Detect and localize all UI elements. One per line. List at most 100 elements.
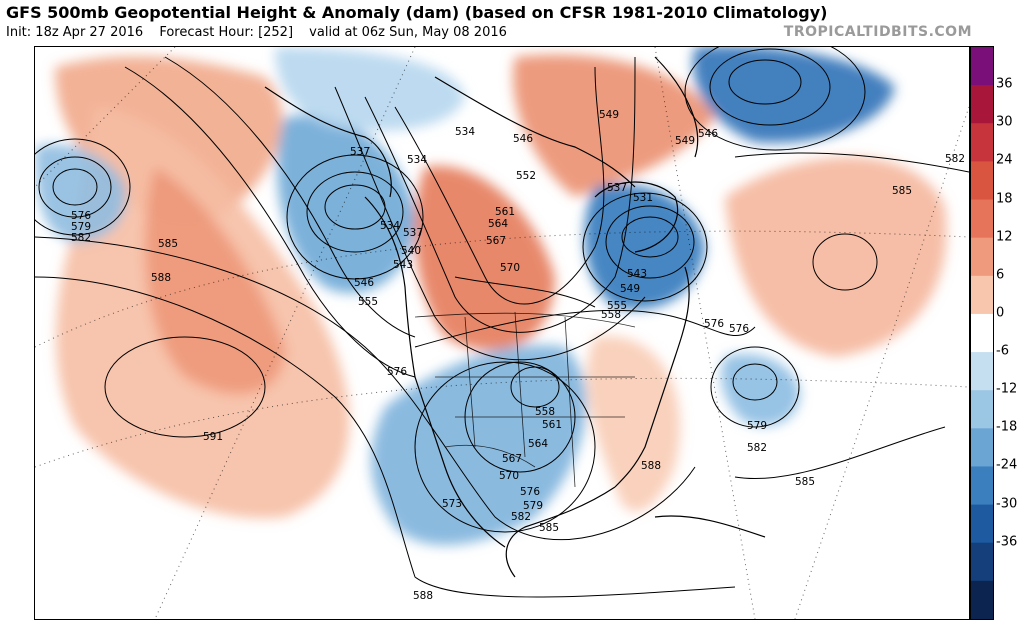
contour-label: 579 [71, 221, 91, 233]
contour-label: 576 [71, 210, 91, 222]
closed-low-dateline-2 [52, 168, 98, 206]
contour-label: 564 [488, 218, 508, 230]
colorbar-tick-label: 36 [996, 76, 1013, 92]
contour-label: 534 [380, 220, 400, 232]
contour-582-atlantic [734, 152, 969, 173]
colorbar-tick-label: 0 [996, 305, 1005, 321]
colorbar-tick-label: -12 [996, 381, 1018, 397]
parallel-line-2 [35, 377, 969, 468]
colorbar-tick-label: -18 [996, 419, 1018, 435]
contour-label: 549 [620, 283, 640, 295]
closed-low-dateline [38, 156, 112, 218]
closed-high-atlantic [812, 233, 878, 291]
colorbar-canvas [971, 47, 993, 620]
contour-label: 561 [542, 419, 562, 431]
contour-label: 573 [442, 498, 462, 510]
contour-label: 576 [387, 366, 407, 378]
latlon-grid [35, 47, 969, 619]
contour-label: 534 [407, 154, 427, 166]
trough-contour-west [124, 66, 416, 378]
closed-low-hudson [621, 216, 679, 258]
colorbar-swatch [971, 504, 993, 544]
map-panel: 534 537 534 576 579 582 585 588 534 537 540 543 546 5… [34, 46, 970, 620]
contour-588-pacific [35, 276, 736, 598]
us-canada-border [414, 312, 636, 328]
state-line-3 [564, 316, 576, 488]
contour-label: 555 [607, 300, 627, 312]
site-credit: TROPICALTIDBITS.COM [783, 24, 972, 40]
closed-low-hudson-2 [605, 205, 695, 279]
contour-label: 582 [511, 511, 531, 523]
valid-time: valid at 06z Sun, May 08 2016 [309, 25, 507, 40]
positive-anomaly-east-coast [586, 335, 681, 512]
north-america-west-coast [364, 196, 506, 548]
init-time: Init: 18z Apr 27 2016 [6, 25, 144, 40]
meridian-line-3 [654, 47, 756, 619]
contour-label: 546 [513, 133, 533, 145]
contour-label: 585 [795, 476, 815, 488]
closed-low-north-atlantic [728, 59, 802, 105]
contour-label: 567 [502, 453, 522, 465]
contour-label: 579 [747, 420, 767, 432]
contour-label: 549 [675, 135, 695, 147]
contour-570 [454, 276, 596, 308]
meridian-line-4 [794, 106, 969, 619]
contour-label: 576 [520, 486, 540, 498]
contour-label: 585 [158, 238, 178, 250]
contour-label: 591 [203, 431, 223, 443]
contour-label: 588 [151, 272, 171, 284]
ridge-axis-contour-3 [334, 86, 646, 361]
negative-anomaly-southwest-us [371, 345, 587, 546]
contour-label: 585 [892, 185, 912, 197]
anomaly-colorbar [970, 46, 994, 620]
closed-low-hudson-3 [582, 192, 708, 302]
contour-label: 540 [401, 245, 421, 257]
contour-label: 588 [641, 460, 661, 472]
positive-anomaly-rockies [414, 165, 555, 351]
colorbar-tick-label: -6 [996, 343, 1009, 359]
colorbar-tick-label: 6 [996, 267, 1005, 283]
closed-low-western-atlantic-2 [710, 346, 800, 428]
contour-label: 564 [528, 438, 548, 450]
negative-anomaly-gulf-alaska [277, 115, 415, 294]
contour-label: 576 [729, 323, 749, 335]
gulf-coast [505, 486, 616, 578]
closed-low-southwest-3 [414, 361, 596, 533]
contour-label: 537 [607, 182, 627, 194]
negative-anomaly-western-atlantic [721, 353, 800, 426]
contour-label: 576 [704, 318, 724, 330]
closed-low-north-atlantic-2 [709, 48, 831, 126]
contour-label: 543 [627, 268, 647, 280]
colorbar-tick-label: 24 [996, 152, 1013, 168]
contour-label: 561 [495, 206, 515, 218]
colorbar-swatch [971, 275, 993, 315]
state-line-1 [464, 316, 476, 448]
chart-title: GFS 500mb Geopotential Height & Anomaly … [6, 3, 828, 22]
closed-low-dateline-3 [35, 138, 131, 236]
contour-582 [734, 426, 946, 479]
contour-585-pacific [35, 236, 696, 541]
contour-label: 588 [413, 590, 433, 602]
contour-label: 549 [599, 109, 619, 121]
east-coast [614, 266, 690, 488]
contour-label: 552 [516, 170, 536, 182]
colorbar-swatch [971, 47, 993, 86]
us-mexico-border [444, 444, 536, 468]
ridge-axis-contour-1 [394, 66, 605, 305]
cuba [654, 515, 766, 538]
colorbar-swatch [971, 85, 993, 124]
colorbar-swatch [971, 237, 993, 277]
colorbar-tick-label: 30 [996, 114, 1013, 130]
contour-label: 558 [535, 406, 555, 418]
contour-label: 582 [747, 442, 767, 454]
contour-label: 531 [633, 192, 653, 204]
contour-576 [414, 309, 756, 348]
closed-low-gulf-alaska-3 [286, 154, 424, 280]
contour-label: 546 [354, 277, 374, 289]
contour-label: 579 [523, 500, 543, 512]
negative-anomaly-arctic [275, 47, 465, 131]
colorbar-tick-label: 18 [996, 191, 1013, 207]
greenland [654, 56, 699, 158]
